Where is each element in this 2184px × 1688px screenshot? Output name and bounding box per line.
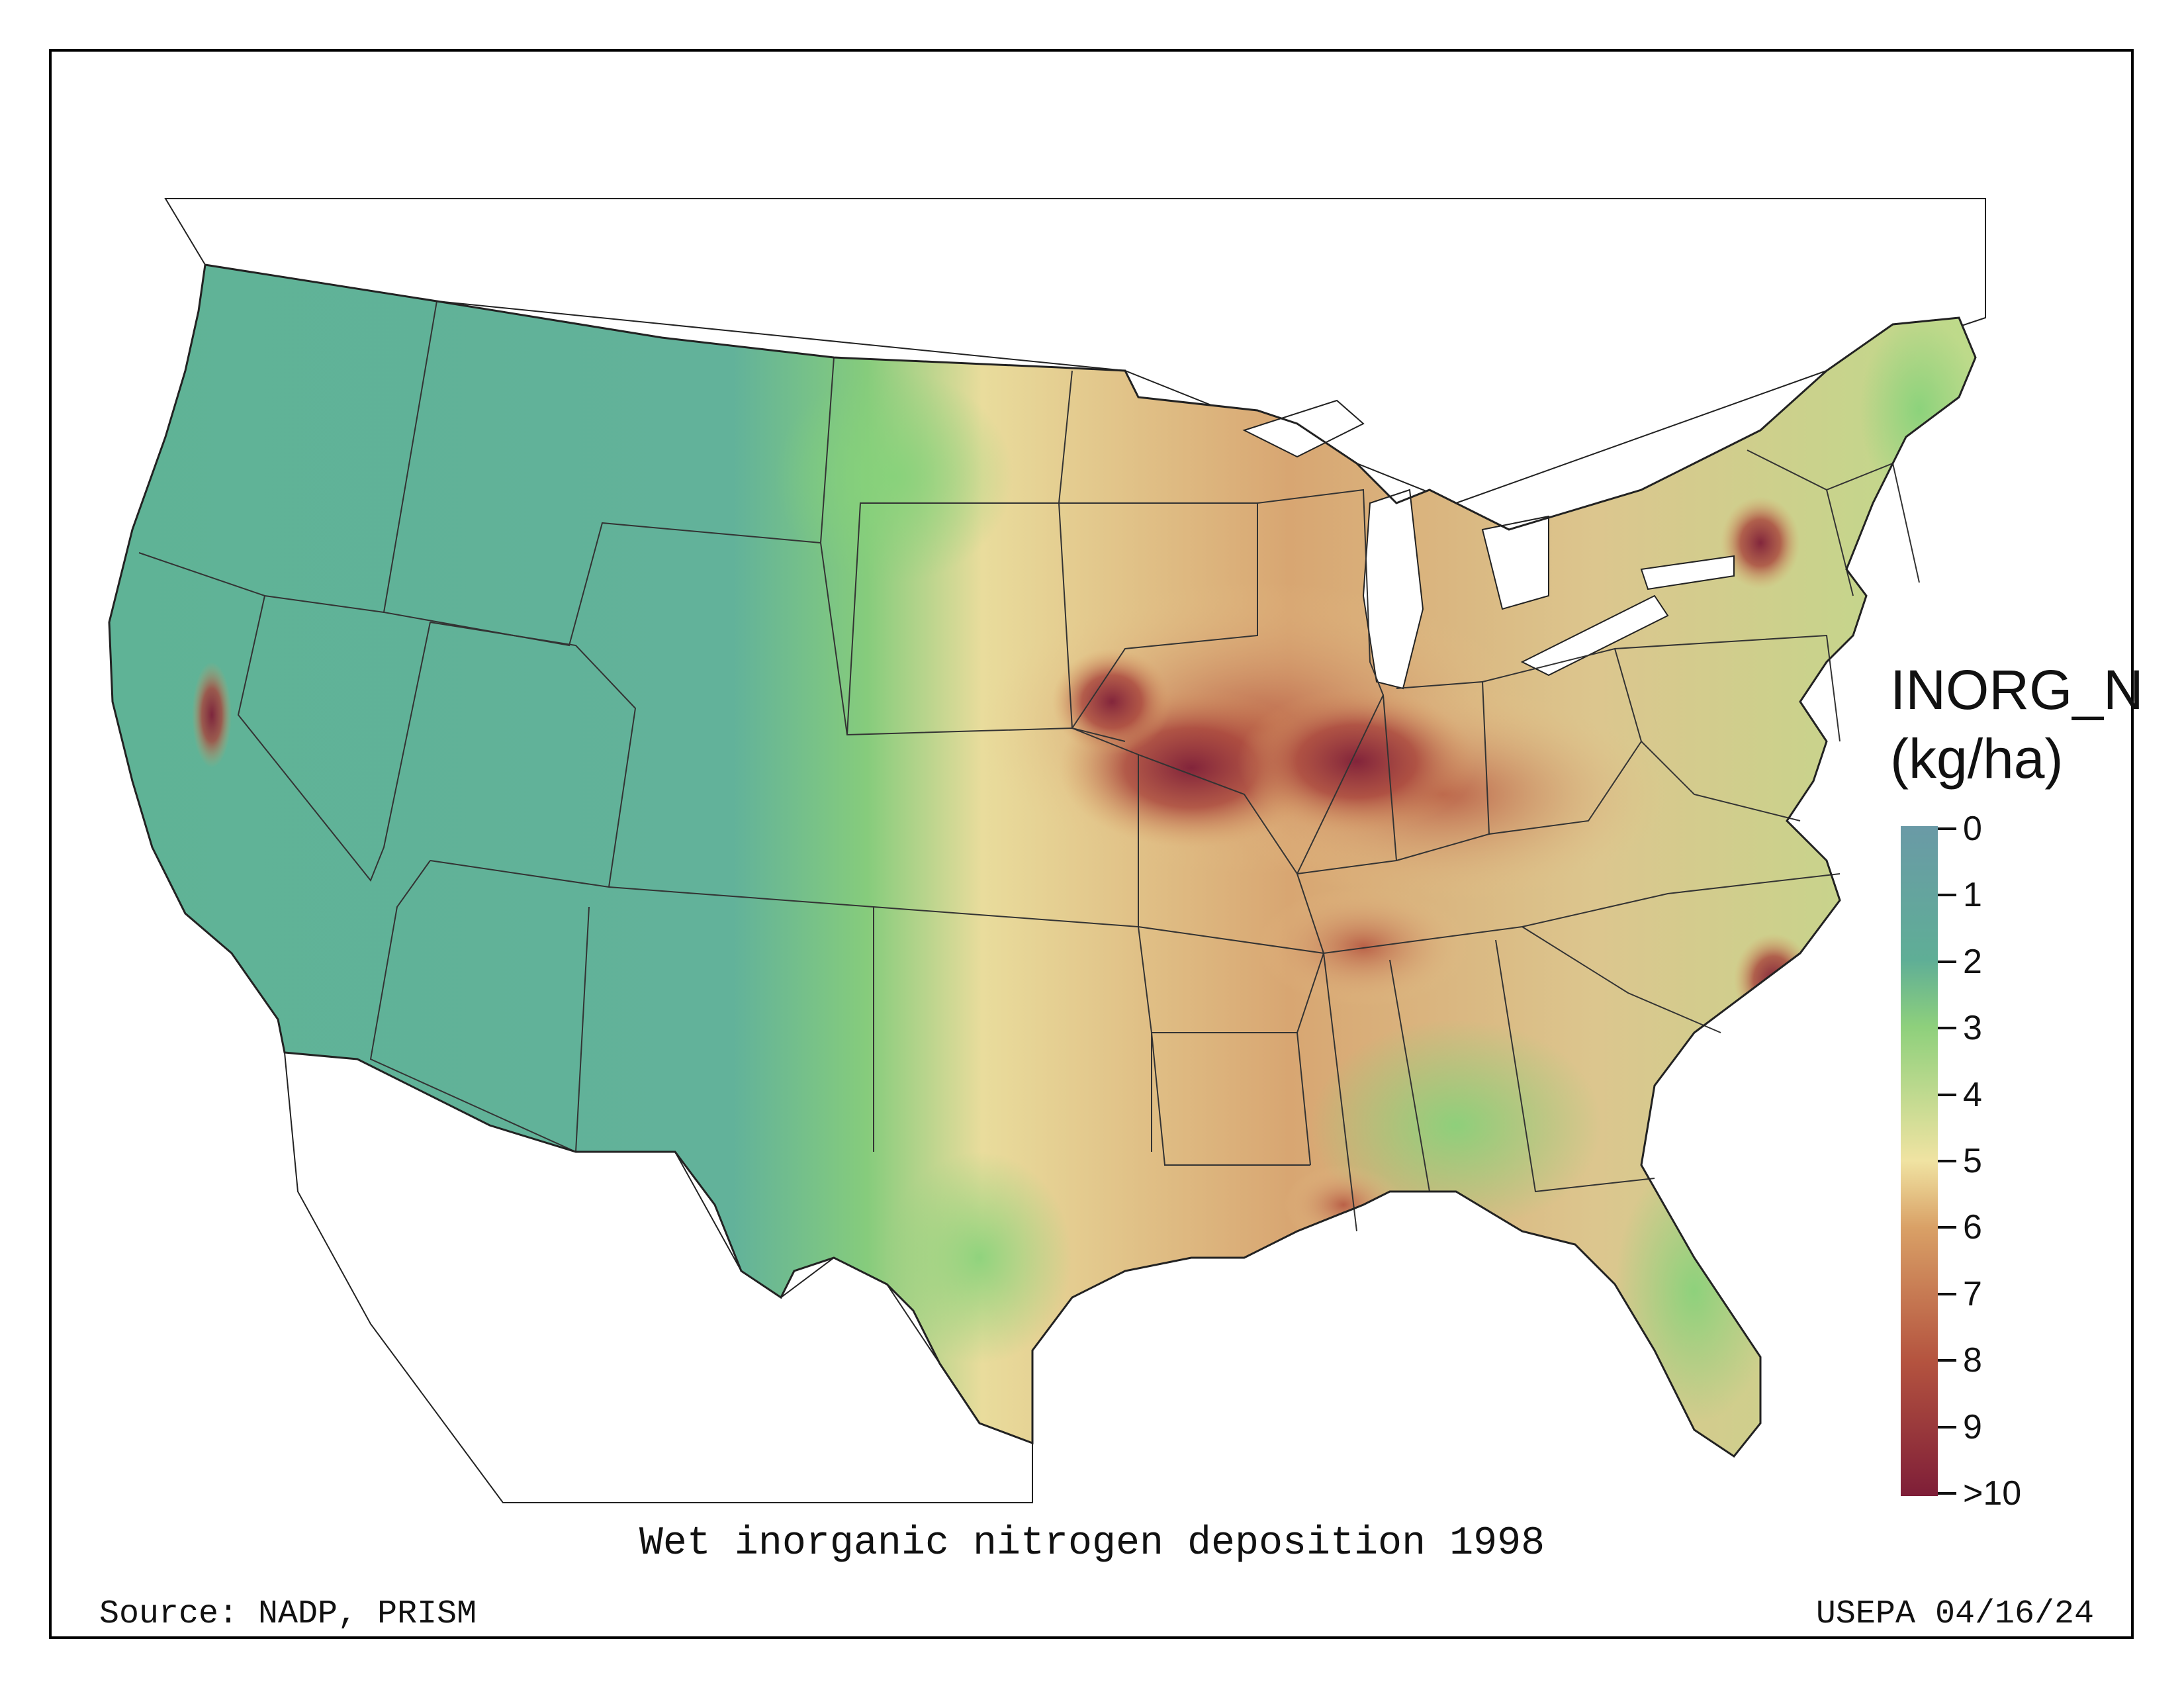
legend-tick-mark: [1938, 960, 1956, 963]
upstate-ny-hotspot: [1721, 496, 1800, 589]
lake-erie: [1520, 594, 1669, 677]
dakotas-green: [774, 371, 1013, 583]
legend-tick-mark: [1938, 1492, 1956, 1495]
state-boundaries: [138, 301, 1920, 1232]
legend-colorbar: [1901, 826, 1938, 1496]
legend-title: INORG_N (kg/ha): [1890, 655, 2144, 793]
legend-tick-label: 4: [1963, 1075, 1982, 1114]
texas-coast-green: [887, 1152, 1072, 1364]
legend-tick-mark: [1938, 1226, 1956, 1229]
legend-tick-label: 9: [1963, 1407, 1982, 1446]
legend-tick-mark: [1938, 1359, 1956, 1362]
lake-huron: [1481, 515, 1549, 610]
legend-tick-label: 3: [1963, 1009, 1982, 1048]
legend-title-line2: (kg/ha): [1890, 727, 2064, 790]
map-frame: [49, 49, 2134, 1639]
legend-tick-mark: [1938, 1027, 1956, 1030]
legend-tick-mark: [1938, 1093, 1956, 1096]
legend-tick-label: 7: [1963, 1274, 1982, 1313]
legend-title-line1: INORG_N: [1890, 659, 2144, 721]
legend-tick-label: 6: [1963, 1208, 1982, 1247]
legend-tick-label: 8: [1963, 1341, 1982, 1380]
tennessee-warm: [1257, 887, 1469, 1006]
date-stamp: USEPA 04/16/24: [1815, 1595, 2094, 1633]
legend-tick-label: >10: [1963, 1474, 2022, 1513]
legend-tick-mark: [1938, 894, 1956, 897]
nc-coast-hotspot: [1734, 933, 1813, 1026]
illinois-hotspot: [1238, 688, 1476, 834]
maine-green: [1860, 318, 1976, 503]
map-title: Wet inorganic nitrogen deposition 1998: [639, 1521, 1545, 1566]
louisiana-warm: [1284, 1165, 1403, 1244]
lake-ontario: [1640, 555, 1735, 590]
legend-tick-mark: [1938, 1292, 1956, 1295]
legend-tick-mark: [1938, 827, 1956, 830]
source-credit: Source: NADP, PRISM: [99, 1595, 477, 1633]
legend-tick-mark: [1938, 1160, 1956, 1162]
legend-tick-mark: [1938, 1425, 1956, 1429]
legend-tick-label: 2: [1963, 942, 1982, 981]
legend-tick-label: 0: [1963, 810, 1982, 848]
legend-tick-label: 1: [1963, 876, 1982, 915]
florida-green: [1615, 1158, 1774, 1423]
nebraska-hotspot: [1052, 649, 1171, 755]
central-valley-hotspot: [192, 662, 232, 768]
legend-tick-label: 5: [1963, 1142, 1982, 1180]
